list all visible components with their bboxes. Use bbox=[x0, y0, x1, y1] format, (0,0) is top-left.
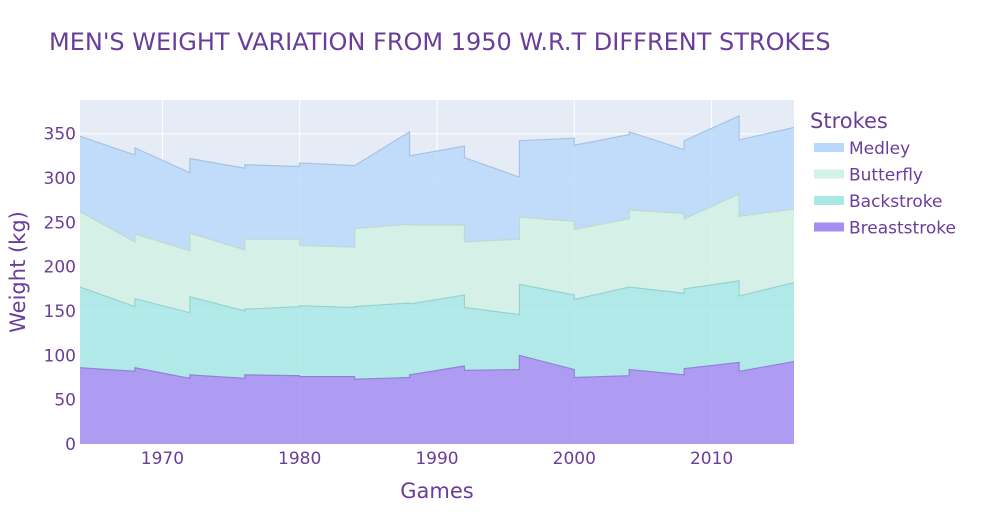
area-medley[interactable] bbox=[80, 115, 794, 251]
y-tick-label: 100 bbox=[44, 346, 76, 366]
x-tick-label: 1970 bbox=[141, 449, 184, 469]
legend-label: Breaststroke bbox=[849, 219, 956, 239]
line-medley[interactable] bbox=[79, 115, 795, 178]
legend-swatch bbox=[814, 222, 844, 232]
x-tick-label: 1980 bbox=[278, 449, 321, 469]
legend-swatch bbox=[814, 196, 844, 205]
legend-label: Butterfly bbox=[849, 166, 923, 186]
x-tick-label: 2010 bbox=[690, 449, 733, 469]
y-tick-label: 250 bbox=[44, 213, 76, 233]
x-tick-label: 1990 bbox=[415, 449, 458, 469]
legend-label: Backstroke bbox=[849, 192, 943, 212]
legend-item-backstroke[interactable]: Backstroke bbox=[814, 192, 943, 212]
axis-ticks: 1970 1980 1990 2000 2010 0 50 100 150 200 250 300 35… bbox=[44, 125, 734, 469]
area-breaststroke[interactable] bbox=[80, 355, 794, 444]
legend-label: Medley bbox=[849, 139, 910, 159]
y-axis-title: Weight (kg) bbox=[6, 211, 30, 333]
area-backstroke[interactable] bbox=[80, 280, 794, 380]
y-tick-label: 0 bbox=[65, 435, 76, 455]
legend-swatch bbox=[814, 169, 844, 179]
x-tick-label: 2000 bbox=[553, 449, 596, 469]
y-tick-label: 50 bbox=[54, 391, 76, 411]
area-series bbox=[79, 115, 795, 444]
y-tick-label: 350 bbox=[44, 125, 76, 145]
y-tick-label: 200 bbox=[44, 258, 76, 278]
y-tick-label: 150 bbox=[44, 302, 76, 322]
line-butterfly[interactable] bbox=[79, 193, 795, 252]
chart-title: MEN'S WEIGHT VARIATION FROM 1950 W.R.T D… bbox=[49, 28, 831, 56]
legend-item-breaststroke[interactable]: Breaststroke bbox=[814, 219, 956, 239]
y-tick-label: 300 bbox=[44, 169, 76, 189]
x-axis-title: Games bbox=[400, 479, 473, 503]
legend-item-medley[interactable]: Medley bbox=[814, 139, 910, 159]
area-butterfly[interactable] bbox=[80, 193, 794, 315]
line-backstroke[interactable] bbox=[79, 280, 795, 316]
legend-title: Strokes bbox=[810, 109, 888, 133]
line-breaststroke[interactable] bbox=[79, 354, 795, 380]
legend-item-butterfly[interactable]: Butterfly bbox=[814, 166, 923, 186]
legend-swatch bbox=[814, 143, 844, 152]
legend[interactable]: Strokes Medley Butterfly Backstroke Breasts… bbox=[810, 109, 956, 239]
